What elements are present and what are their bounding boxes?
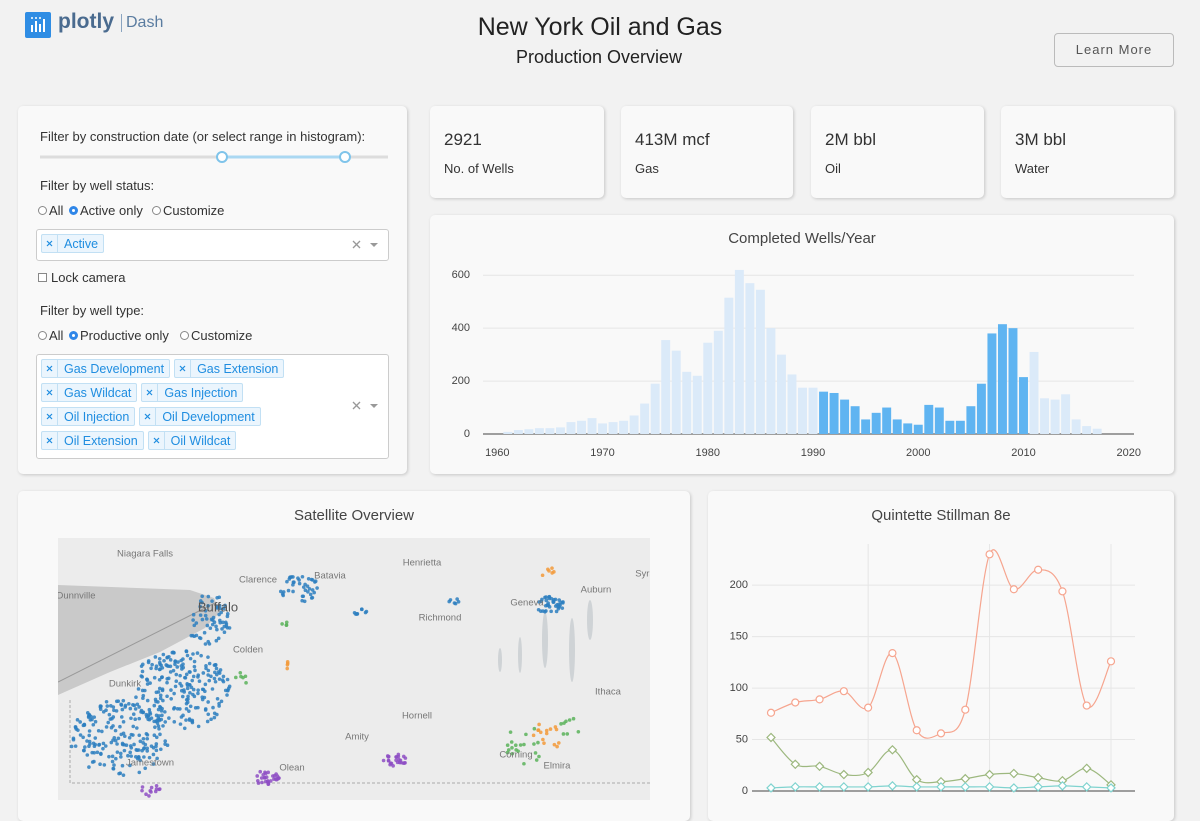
chip-label: Gas Extension [197,361,279,376]
radio-dot [69,206,78,215]
stat-card: 3M bbl Water [1001,106,1174,198]
chip-remove[interactable] [42,432,58,449]
radio-label: All [49,328,64,343]
radio-label: Productive only [80,328,169,343]
radio-label: Customize [163,203,225,218]
stat-value: 413M mcf [635,130,710,149]
lock-checkbox[interactable] [38,273,47,282]
chip[interactable]: Gas Development [41,359,171,378]
chip-remove[interactable] [42,360,58,377]
date-label: Filter by construction date (or select r… [40,129,366,144]
status-dropdown[interactable]: Active [36,229,389,261]
page: plotly Dash New York Oil and Gas Product… [25,10,1174,800]
stat-label: No. of Wells [444,161,514,176]
status-chips: Active [41,234,341,253]
histogram-card [430,215,1174,474]
radio-label: Customize [191,328,253,343]
dropdown-controls[interactable] [351,400,385,412]
chip-remove[interactable] [140,408,157,425]
chip-remove[interactable] [175,360,192,377]
logo-sub: Dash [121,14,163,32]
chip[interactable]: Oil Injection [41,407,136,426]
stat-card: 2M bbl Oil [811,106,984,198]
radio-option[interactable]: All [38,328,63,343]
chip-label: Oil Extension [64,433,138,448]
chip-label: Oil Wildcat [170,433,231,448]
stat-value: 2921 [444,130,482,149]
page-title: New York Oil and Gas [477,13,723,41]
line-card [708,491,1174,821]
chip[interactable]: Oil Development [139,407,261,426]
chip-label: Oil Development [162,409,255,424]
learn-more-button[interactable]: Learn More [1054,33,1174,67]
type-chips: Gas Development Gas Extension Gas Wildcat G… [41,359,341,450]
radio-dot [38,206,47,215]
map-card [18,491,690,821]
lock-camera-label: Lock camera [51,270,126,285]
stat-label: Water [1015,161,1050,176]
radio-option[interactable]: Productive only [69,328,169,343]
status-label: Filter by well status: [40,178,155,193]
chip-label: Gas Development [64,361,165,376]
radio-dot [38,331,47,340]
radio-label: All [49,203,64,218]
chip[interactable]: Active [41,234,105,253]
chip-remove[interactable] [42,384,58,401]
chip-label: Active [64,236,99,251]
stat-card: 413M mcf Gas [621,106,793,198]
stat-value: 2M bbl [825,130,877,149]
date-slider[interactable] [36,148,392,166]
stat-label: Gas [635,161,659,176]
chip-label: Gas Wildcat [64,385,132,400]
chip-remove[interactable] [42,408,58,425]
radio-option[interactable]: Active only [69,203,143,218]
radio-option[interactable]: Customize [152,203,224,218]
chip-label: Gas Injection [164,385,238,400]
type-label: Filter by well type: [40,303,145,318]
chip[interactable]: Oil Wildcat [147,431,237,450]
radio-dot [180,331,189,340]
radio-option[interactable]: Customize [180,328,252,343]
radio-dot [69,331,78,340]
chip-remove[interactable] [142,384,159,401]
radio-dot [152,206,161,215]
chip-label: Oil Injection [64,409,130,424]
logo-bars [31,17,45,32]
dropdown-controls[interactable] [351,239,385,251]
chip[interactable]: Gas Injection [141,383,244,402]
radio-label: Active only [80,203,143,218]
type-dropdown[interactable]: Gas Development Gas Extension Gas Wildcat G… [36,354,389,459]
radio-option[interactable]: All [38,203,63,218]
chip-remove[interactable] [149,432,165,449]
stat-card: 2921 No. of Wells [430,106,604,198]
stat-label: Oil [825,161,841,176]
logo-text: plotly [58,10,114,33]
chip-remove[interactable] [42,235,58,252]
stat-value: 3M bbl [1015,130,1067,149]
chip[interactable]: Gas Extension [174,359,285,378]
chip[interactable]: Oil Extension [41,431,144,450]
page-subtitle: Production Overview [515,47,683,67]
logo-icon [25,12,51,38]
chip[interactable]: Gas Wildcat [41,383,138,402]
